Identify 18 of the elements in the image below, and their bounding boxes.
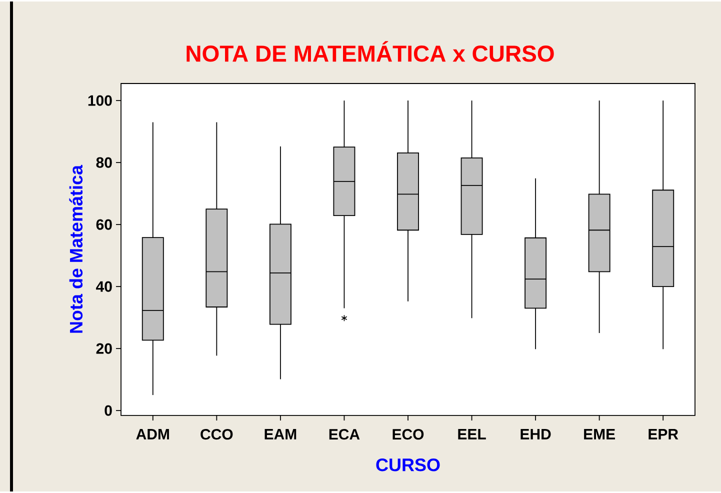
- y-tick-label: 80: [96, 157, 112, 168]
- x-tick-label: ECO: [392, 429, 424, 440]
- x-axis-title: CURSO: [376, 458, 440, 472]
- x-tick-label: ECA: [329, 429, 360, 440]
- x-tick-label: EME: [584, 429, 615, 440]
- x-tick-label: EEL: [458, 429, 486, 440]
- y-axis-title: Nota de Matemática: [69, 164, 83, 333]
- y-tick-label: 60: [96, 219, 112, 230]
- chart-title: NOTA DE MATEMÁTICA x CURSO: [186, 41, 554, 62]
- x-tick-label: ADM: [136, 429, 169, 440]
- x-tick-label: EHD: [520, 429, 551, 440]
- x-tick-label: CCO: [200, 429, 233, 440]
- y-tick-label: 100: [88, 95, 112, 106]
- x-tick-label: EAM: [264, 429, 296, 440]
- y-tick-label: 20: [96, 343, 112, 354]
- x-tick-label: EPR: [648, 429, 678, 440]
- y-tick-label: 0: [104, 405, 112, 416]
- y-tick-label: 40: [96, 281, 112, 292]
